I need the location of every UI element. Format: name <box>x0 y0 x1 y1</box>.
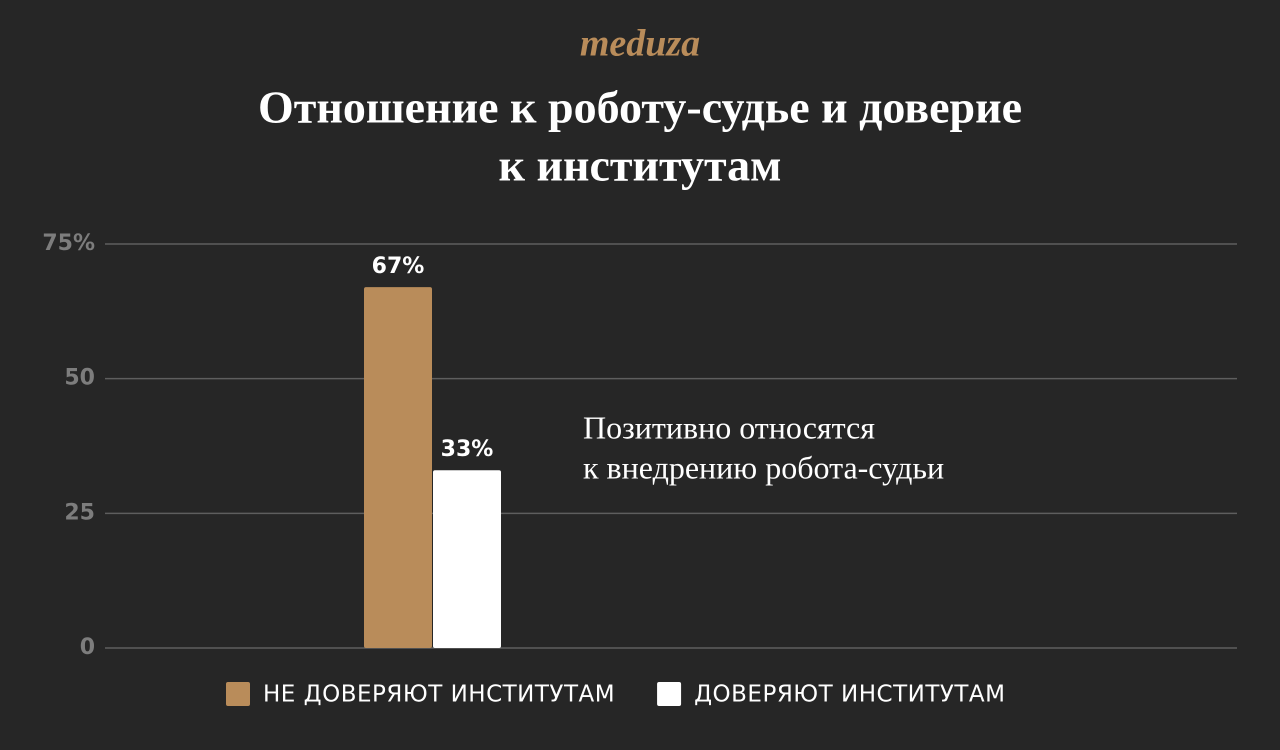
data-label: 67% <box>372 254 425 279</box>
legend-label: ДОВЕРЯЮТ ИНСТИТУТАМ <box>694 682 1005 708</box>
logo: meduza <box>580 23 700 65</box>
legend-swatch <box>657 682 682 706</box>
y-tick-label: 0 <box>80 635 95 660</box>
chart-title: Отношение к роботу-судье и доверие <box>258 82 1022 133</box>
annotation: Позитивно относятся <box>583 409 875 445</box>
legend-label: НЕ ДОВЕРЯЮТ ИНСТИТУТАМ <box>263 682 615 708</box>
y-tick-label: 25 <box>64 500 95 525</box>
chart-title: к институтам <box>498 140 781 191</box>
legend-swatch <box>226 682 250 706</box>
bar <box>364 287 432 648</box>
y-tick-label: 75% <box>42 231 95 256</box>
y-tick-label: 50 <box>64 366 95 391</box>
data-label: 33% <box>441 437 494 462</box>
annotation: к внедрению робота-судьи <box>583 449 944 485</box>
bar <box>433 470 501 648</box>
